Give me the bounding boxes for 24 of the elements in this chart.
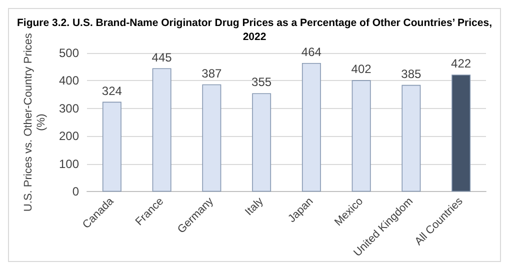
data-label: 385 <box>401 66 422 81</box>
data-label: 464 <box>301 44 322 59</box>
data-label: 355 <box>252 75 272 90</box>
bar <box>402 84 421 192</box>
data-label: 387 <box>202 66 222 80</box>
data-label: 422 <box>451 56 472 71</box>
bar <box>102 102 122 192</box>
data-label: 402 <box>351 62 372 76</box>
bar <box>202 84 222 192</box>
bar <box>302 62 321 192</box>
bar <box>252 93 272 192</box>
y-tick-label: 500 <box>58 46 80 60</box>
data-label: 324 <box>102 84 122 98</box>
y-tick-label: 100 <box>58 156 80 171</box>
bar <box>352 80 371 192</box>
bar <box>452 74 471 192</box>
y-tick-label: 300 <box>58 101 80 116</box>
data-label: 445 <box>152 50 172 64</box>
y-axis-title: U.S. Prices vs. Other-Country Prices (%) <box>22 32 48 212</box>
x-tick-label: Italy <box>243 195 266 218</box>
y-tick-label: 0 <box>72 184 80 199</box>
bar <box>152 68 172 192</box>
y-tick-label: 400 <box>58 74 80 88</box>
y-tick-label: 200 <box>58 129 80 144</box>
